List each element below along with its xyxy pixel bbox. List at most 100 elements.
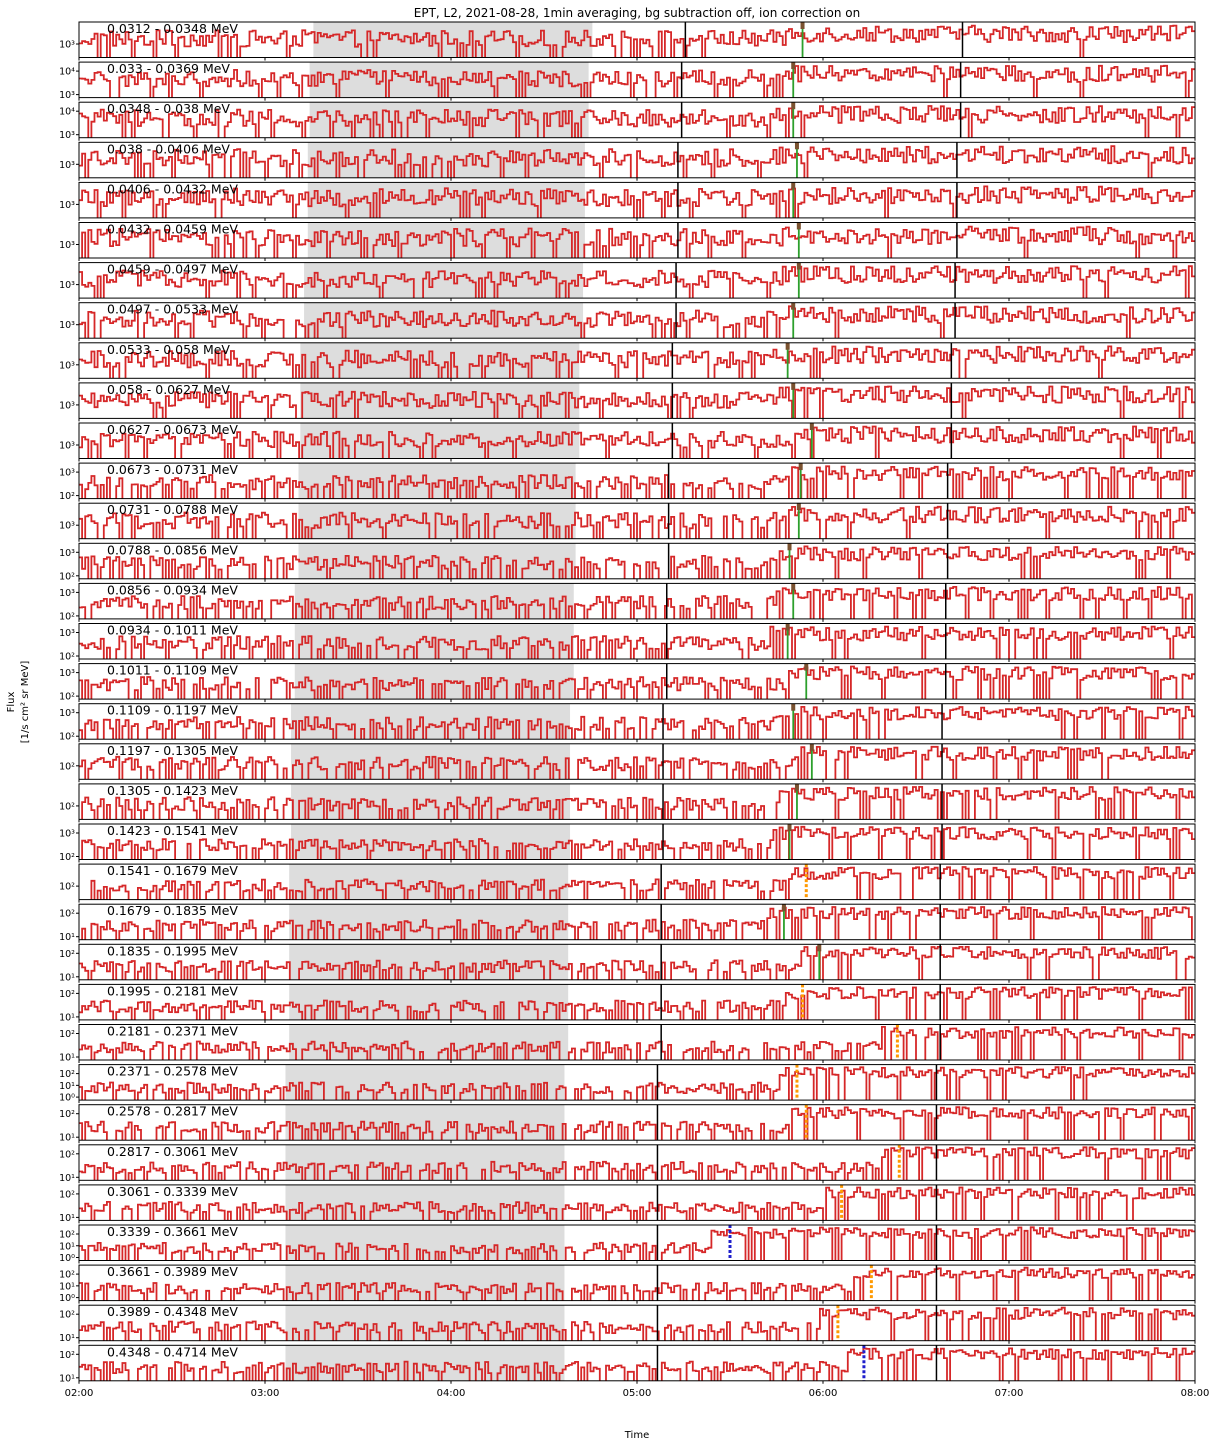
y-tick-label: 10³: [59, 40, 75, 51]
background-window: [309, 62, 589, 98]
flux-trace: [79, 1266, 1195, 1301]
energy-label: 0.1541 - 0.1679 MeV: [107, 863, 238, 878]
energy-label: 0.2181 - 0.2371 MeV: [107, 1024, 238, 1039]
y-tick-label: 10¹: [59, 1053, 75, 1064]
panel-28: 0.2578 - 0.2817 MeV 10² 10¹: [59, 1104, 1196, 1144]
onset-marker-cap: [791, 302, 796, 310]
background-window: [298, 503, 576, 539]
flux-trace: [79, 545, 1195, 579]
y-axis-label-line1: Flux: [6, 692, 17, 713]
energy-label: 0.2371 - 0.2578 MeV: [107, 1064, 238, 1079]
flux-trace: [79, 305, 1195, 339]
onset-marker-cap: [785, 623, 790, 631]
onset-marker-cap: [791, 382, 796, 390]
energy-label: 0.0533 - 0.058 MeV: [107, 342, 230, 357]
energy-label: 0.0497 - 0.0533 MeV: [107, 302, 238, 317]
energy-label: 0.0788 - 0.0856 MeV: [107, 542, 238, 557]
y-tick-label: 10²: [59, 761, 75, 772]
y-tick-label: 10²: [59, 1189, 75, 1200]
onset-marker-cap: [809, 423, 814, 430]
y-tick-label: 10³: [59, 200, 75, 211]
flux-trace: [79, 1026, 1195, 1060]
onset-marker-cap: [781, 904, 786, 912]
energy-label: 0.0312 - 0.0348 MeV: [107, 21, 238, 36]
background-window: [294, 623, 574, 659]
panel-16: 0.0934 - 0.1011 MeV 10³ 10²: [59, 623, 1196, 663]
energy-label: 0.0406 - 0.0432 MeV: [107, 181, 238, 196]
panel-26: 0.2181 - 0.2371 MeV 10² 10¹: [59, 1024, 1196, 1064]
y-tick-label: 10²: [59, 989, 75, 1000]
flux-trace: [79, 1186, 1195, 1221]
y-tick-label: 10²: [59, 1270, 75, 1281]
onset-marker-cap: [794, 783, 799, 791]
flux-trace: [79, 1106, 1195, 1141]
flux-trace: [79, 505, 1195, 539]
panel-23: 0.1679 - 0.1835 MeV 10² 10¹: [59, 903, 1196, 943]
y-tick-label: 10³: [59, 320, 75, 331]
y-tick-label: 10³: [59, 468, 75, 479]
energy-label: 0.0934 - 0.1011 MeV: [107, 623, 238, 638]
panel-9: 0.0533 - 0.058 MeV 10³: [59, 342, 1196, 382]
background-window: [300, 382, 580, 419]
onset-marker-cap: [787, 824, 792, 831]
panel-25: 0.1995 - 0.2181 MeV 10² 10¹: [59, 983, 1196, 1023]
onset-marker-cap: [787, 543, 792, 551]
energy-label: 0.1011 - 0.1109 MeV: [107, 663, 238, 678]
background-window: [294, 583, 574, 619]
y-tick-label: 10⁰: [59, 1093, 75, 1104]
flux-trace: [79, 625, 1195, 659]
panel-4: 0.038 - 0.0406 MeV 10³: [59, 141, 1196, 181]
y-tick-label: 10²: [59, 909, 75, 920]
y-tick-label: 10²: [59, 652, 75, 663]
y-tick-label: 10²: [59, 732, 75, 743]
energy-label: 0.3989 - 0.4348 MeV: [107, 1304, 238, 1319]
panel-34: 0.4348 - 0.4714 MeV 10² 10¹: [59, 1344, 1196, 1384]
panel-7: 0.0459 - 0.0497 MeV 10³: [59, 262, 1196, 302]
flux-trace: [81, 786, 1195, 820]
energy-label: 0.033 - 0.0369 MeV: [107, 61, 230, 76]
energy-label: 0.0856 - 0.0934 MeV: [107, 582, 238, 597]
y-tick-label: 10¹: [59, 1173, 75, 1184]
flux-trace: [79, 185, 1195, 218]
energy-label: 0.0731 - 0.0788 MeV: [107, 502, 238, 517]
flux-trace: [79, 1226, 1195, 1261]
panel-3: 0.0348 - 0.038 MeV 10⁴ 10³: [59, 101, 1196, 141]
y-tick-label: 10⁴: [59, 107, 75, 118]
panel-19: 0.1197 - 0.1305 MeV 10²: [59, 743, 1196, 783]
energy-label: 0.038 - 0.0406 MeV: [107, 141, 230, 156]
flux-trace: [79, 586, 1193, 619]
panel-15: 0.0856 - 0.0934 MeV 10³ 10²: [59, 582, 1196, 622]
panel-12: 0.0673 - 0.0731 MeV 10³ 10²: [59, 462, 1196, 502]
y-tick-label: 10³: [59, 548, 75, 559]
y-axis-label-line2: [1/s cm² sr MeV]: [20, 661, 31, 744]
background-window: [285, 1305, 565, 1341]
energy-label: 0.1679 - 0.1835 MeV: [107, 903, 238, 918]
flux-trace: [79, 1146, 1195, 1181]
energy-label: 0.0432 - 0.0459 MeV: [107, 222, 238, 237]
y-tick-label: 10³: [59, 668, 75, 679]
panel-5: 0.0406 - 0.0432 MeV 10³: [59, 181, 1196, 221]
panel-10: 0.058 - 0.0627 MeV 10³: [59, 382, 1196, 422]
flux-trace: [79, 1347, 1195, 1381]
flux-trace: [79, 345, 1195, 379]
energy-label: 0.1835 - 0.1995 MeV: [107, 943, 238, 958]
flux-trace: [79, 145, 1195, 178]
y-tick-label: 10¹: [59, 1081, 75, 1092]
onset-marker-cap: [794, 142, 799, 150]
y-tick-label: 10²: [59, 801, 75, 812]
panel-6: 0.0432 - 0.0459 MeV 10³: [59, 222, 1196, 261]
x-axis: 02:00 03:00 04:00 05:00 06:00 07:00 08:00: [65, 1388, 1210, 1399]
panel-stack: 0.0312 - 0.0348 MeV 10³ 0.033 - 0.0369 MeV…: [59, 21, 1196, 1384]
y-tick-label: 10³: [59, 588, 75, 599]
onset-marker-cap: [798, 463, 803, 471]
x-axis-label: Time: [624, 1430, 649, 1441]
energy-label: 0.0673 - 0.0731 MeV: [107, 462, 238, 477]
background-window: [304, 262, 584, 299]
y-tick-label: 10²: [59, 1029, 75, 1040]
panel-30: 0.3061 - 0.3339 MeV 10² 10¹: [59, 1184, 1196, 1224]
y-tick-label: 10²: [59, 611, 75, 622]
background-window: [285, 1265, 565, 1301]
y-axis-label: Flux [1/s cm² sr MeV]: [6, 661, 31, 744]
